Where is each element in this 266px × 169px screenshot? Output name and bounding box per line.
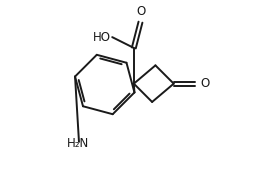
Text: HO: HO xyxy=(93,31,111,44)
Text: O: O xyxy=(200,77,210,90)
Text: H₂N: H₂N xyxy=(67,137,90,150)
Text: O: O xyxy=(137,5,146,18)
